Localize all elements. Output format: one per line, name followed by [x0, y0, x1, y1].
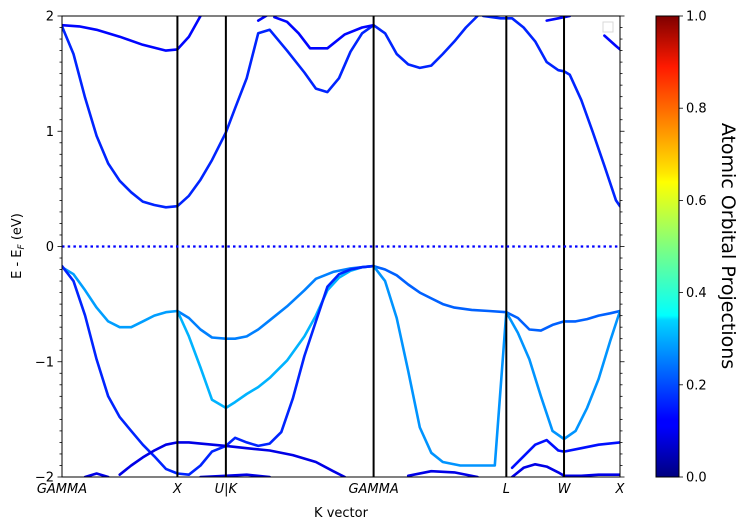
- band-line-12: [62, 264, 375, 476]
- colorbar-tick-label: 0.6: [686, 194, 707, 209]
- kpoint-label: X: [172, 482, 183, 497]
- band-line-18: [510, 438, 620, 470]
- band-line-6: [603, 34, 620, 51]
- kpoint-label: X: [615, 482, 626, 497]
- colorbar-label: Atomic Orbital Projections: [717, 123, 739, 369]
- colorbar: [655, 15, 680, 478]
- colorbar-tick-label: 0.2: [686, 378, 707, 393]
- band-line-15: [199, 473, 271, 477]
- colorbar-tick-label: 1.0: [686, 10, 707, 25]
- band-line-8: [176, 264, 375, 340]
- band-line-3: [273, 16, 375, 50]
- band-line-10: [372, 264, 620, 332]
- y-tick-label: −1: [35, 355, 54, 370]
- band-line-4: [481, 16, 620, 208]
- y-tick-label: −2: [35, 471, 54, 486]
- band-line-13: [118, 441, 347, 477]
- y-tick-label: 0: [46, 240, 54, 255]
- band-line-0: [62, 16, 479, 209]
- band-line-9: [176, 264, 375, 410]
- y-tick-label: 2: [46, 10, 54, 25]
- kpoint-label: L: [503, 482, 510, 497]
- band-line-5: [545, 16, 572, 22]
- band-line-14: [83, 472, 110, 477]
- x-axis-label: K vector: [314, 506, 369, 521]
- kpoint-label: GAMMA: [37, 482, 87, 497]
- colorbar-tick-label: 0.8: [686, 102, 707, 117]
- band-line-17: [510, 463, 620, 477]
- y-axis-label: E - EF (eV): [10, 213, 27, 279]
- colorbar-tick-label: 0.4: [686, 286, 707, 301]
- kpoint-label: W: [558, 482, 572, 497]
- band-line-16: [406, 469, 479, 477]
- kpoint-label: GAMMA: [348, 482, 398, 497]
- legend-box: [602, 21, 614, 33]
- band-line-2: [256, 16, 269, 22]
- band-line-7: [62, 265, 179, 329]
- kpoint-label: U|K: [215, 482, 239, 497]
- colorbar-tick-label: 0.0: [686, 471, 707, 486]
- y-tick-label: 1: [46, 125, 54, 140]
- band-line-11: [372, 264, 620, 467]
- band-line-1: [62, 16, 202, 52]
